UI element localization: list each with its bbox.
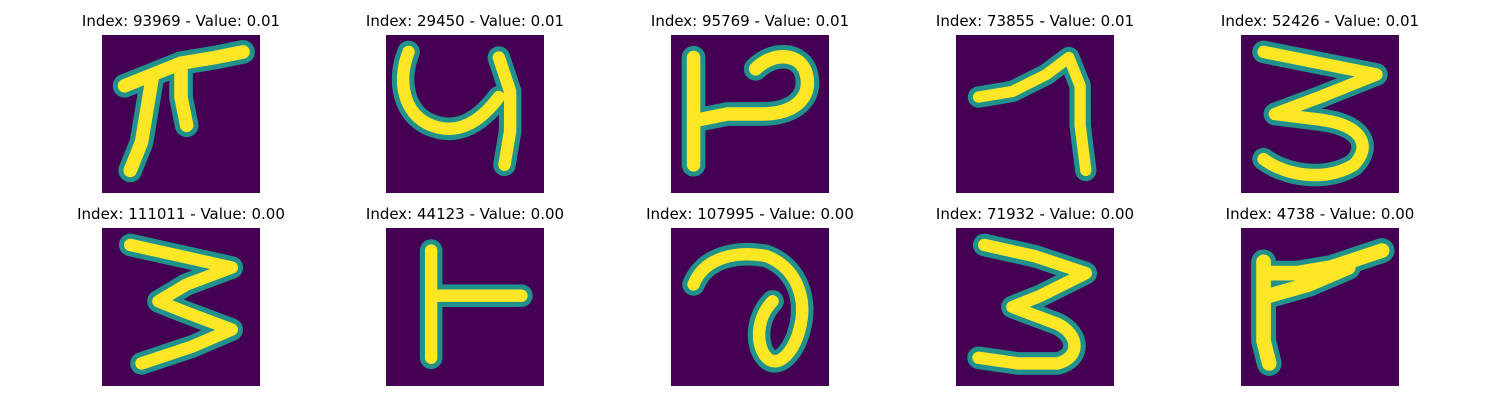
glyph-73855 [956,35,1114,193]
digit-image [956,228,1114,386]
glyph-111011 [102,228,260,386]
panel-5: Index: 52426 - Value: 0.01 [1210,12,1430,193]
panel-2: Index: 29450 - Value: 0.01 [355,12,575,193]
glyph-29450 [386,35,544,193]
glyph-71932 [956,228,1114,386]
panel-7: Index: 44123 - Value: 0.00 [355,205,575,386]
panel-title: Index: 44123 - Value: 0.00 [365,205,565,223]
glyph-52426 [1241,35,1399,193]
panel-title: Index: 107995 - Value: 0.00 [646,205,854,223]
glyph-44123 [386,228,544,386]
digit-image [1241,228,1399,386]
digit-image [102,228,260,386]
digit-image [102,35,260,193]
digit-image [1241,35,1399,193]
panel-title: Index: 111011 - Value: 0.00 [77,205,285,223]
glyph-95769 [671,35,829,193]
glyph-93969 [102,35,260,193]
panel-title: Index: 71932 - Value: 0.00 [935,205,1135,223]
panel-title: Index: 93969 - Value: 0.01 [81,12,281,30]
panel-4: Index: 73855 - Value: 0.01 [925,12,1145,193]
digit-image [386,228,544,386]
panel-1: Index: 93969 - Value: 0.01 [71,12,291,193]
panel-title: Index: 29450 - Value: 0.01 [365,12,565,30]
digit-image [386,35,544,193]
glyph-107995 [671,228,829,386]
panel-title: Index: 52426 - Value: 0.01 [1220,12,1420,30]
panel-title: Index: 95769 - Value: 0.01 [650,12,850,30]
panel-3: Index: 95769 - Value: 0.01 [640,12,860,193]
panel-9: Index: 71932 - Value: 0.00 [925,205,1145,386]
digit-image [671,35,829,193]
digit-image [671,228,829,386]
panel-8: Index: 107995 - Value: 0.00 [640,205,860,386]
glyph-4738 [1241,228,1399,386]
panel-6: Index: 111011 - Value: 0.00 [71,205,291,386]
panel-title: Index: 4738 - Value: 0.00 [1225,205,1415,223]
panel-10: Index: 4738 - Value: 0.00 [1210,205,1430,386]
digit-image [956,35,1114,193]
panel-title: Index: 73855 - Value: 0.01 [935,12,1135,30]
